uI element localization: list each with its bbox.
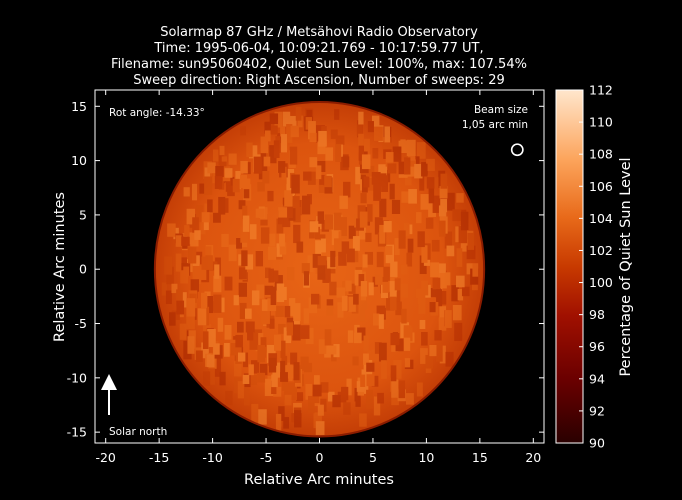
colorbar-tick-label: 104 [589,211,613,226]
beam-size-circle [510,143,524,157]
colorbar-tick-label: 106 [589,179,613,194]
beam-size-value: 1,05 arc min [462,119,528,131]
y-tick-label: -10 [67,370,87,385]
solar-north-label: Solar north [109,426,167,438]
colorbar-tick-label: 100 [589,275,613,290]
colorbar-gradient [555,89,584,444]
rot-angle-label: Rot angle: -14.33° [109,107,205,119]
y-tick-label: 15 [71,99,87,114]
colorbar-tick-label: 92 [589,403,605,418]
title-line-3: Filename: sun95060402, Quiet Sun Level: … [111,57,527,72]
plot-area: -20 -15 -10 -5 0 5 10 15 20 -15 -10 -5 0 5 10 15 Rot an… [67,89,545,465]
x-tick-label: 5 [369,450,377,465]
colorbar-tick-label: 98 [589,307,605,322]
colorbar-tick-label: 112 [589,83,613,98]
colorbar-ticks: 90 92 94 96 98 100 102 104 106 108 110 112 [579,83,613,451]
solar-disk [153,100,486,438]
solar-north-arrow-icon [101,374,117,415]
colorbar-tick-label: 94 [589,371,605,386]
x-tick-label: 0 [316,450,324,465]
beam-size-label: Beam size [474,104,528,116]
y-tick-label: 0 [79,262,87,277]
y-tick-label: -5 [75,316,87,331]
y-tick-label: -15 [67,425,87,440]
x-tick-label: -20 [95,450,115,465]
chart-title: Solarmap 87 GHz / Metsähovi Radio Observ… [111,25,527,88]
colorbar-label: Percentage of Quiet Sun Level [618,157,634,376]
solar-disk-texture [161,106,479,435]
title-line-4: Sweep direction: Right Ascension, Number… [133,73,505,88]
x-tick-label: 20 [525,450,541,465]
colorbar-tick-label: 102 [589,243,613,258]
colorbar: 90 92 94 96 98 100 102 104 106 108 110 112 Percenta… [555,83,634,451]
solar-disk-limb [153,100,486,438]
y-tick-label: 5 [79,207,87,222]
x-tick-label: 15 [472,450,488,465]
colorbar-tick-label: 110 [589,115,613,130]
colorbar-tick-label: 90 [589,436,605,451]
x-tick-label: -10 [202,450,222,465]
title-line-1: Solarmap 87 GHz / Metsähovi Radio Observ… [160,25,478,40]
y-axis-label: Relative Arc minutes [52,192,68,342]
x-tick-label: -5 [260,450,272,465]
x-axis-label: Relative Arc minutes [244,472,394,488]
colorbar-tick-label: 96 [589,339,605,354]
x-tick-label: 10 [418,450,434,465]
axis-ticks: -20 -15 -10 -5 0 5 10 15 20 -15 -10 -5 0 5 10 15 [67,90,544,465]
title-line-2: Time: 1995-06-04, 10:09:21.769 - 10:17:5… [153,41,483,56]
colorbar-tick-label: 108 [589,147,613,162]
y-tick-label: 10 [71,153,87,168]
x-tick-label: -15 [149,450,169,465]
